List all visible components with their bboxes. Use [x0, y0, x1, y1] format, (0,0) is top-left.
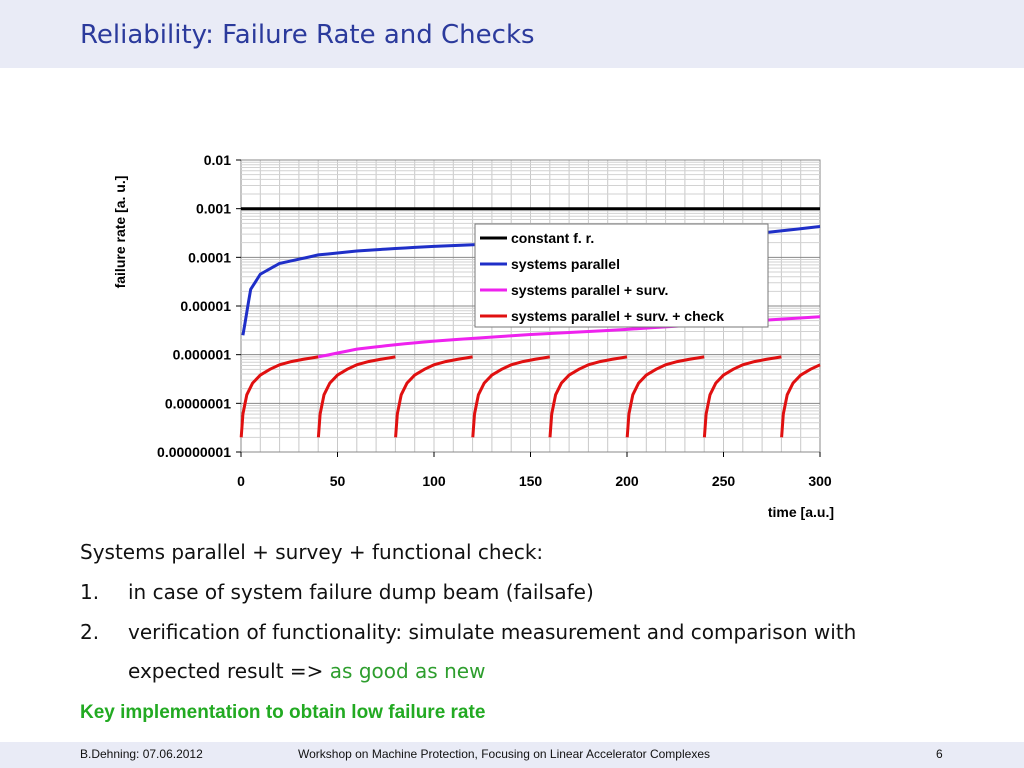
intro-text: Systems parallel + survey + functional c…: [80, 540, 544, 564]
title-bar: [0, 0, 1024, 68]
legend-label: systems parallel + surv. + check: [511, 308, 724, 324]
y-tick-label: 0.000001: [173, 347, 232, 363]
x-tick-label: 300: [808, 473, 832, 489]
as-good-as-new-highlight: as good as new: [329, 659, 486, 683]
item-1-number: 1.: [80, 580, 100, 604]
y-tick-label: 0.00001: [180, 298, 231, 314]
y-tick-label: 0.00000001: [157, 444, 231, 460]
legend-label: systems parallel: [511, 256, 620, 272]
footer-workshop: Workshop on Machine Protection, Focusing…: [298, 747, 710, 761]
series-check-sawtooth-segment: [316, 355, 396, 438]
series-check-sawtooth-segment: [239, 355, 319, 438]
x-axis-label: time [a.u.]: [768, 504, 834, 520]
key-statement: Key implementation to obtain low failure…: [80, 702, 486, 723]
x-tick-label: 250: [712, 473, 736, 489]
series-check-sawtooth-segment: [780, 363, 821, 438]
item-1-text: in case of system failure dump beam (fai…: [128, 580, 594, 604]
y-axis-label: failure rate [a. u.]: [112, 176, 128, 289]
footer-author-date: B.Dehning: 07.06.2012: [80, 747, 203, 761]
x-tick-label: 100: [422, 473, 446, 489]
page-number: 6: [936, 747, 943, 761]
series-check-sawtooth-segment: [471, 355, 551, 438]
x-tick-label: 150: [519, 473, 543, 489]
y-tick-label: 0.01: [204, 152, 231, 168]
series-check-sawtooth-segment: [394, 355, 473, 438]
legend-label: systems parallel + surv.: [511, 282, 668, 298]
series-check-sawtooth-segment: [625, 355, 705, 438]
failure-rate-chart: 0.01 0.001 0.0001 0.00001 0.000001 0.0000001 0…: [112, 152, 834, 520]
y-tick-label: 0.001: [196, 201, 231, 217]
series-check-sawtooth-segment: [548, 355, 628, 438]
footer-bar: [0, 742, 1024, 768]
y-tick-label: 0.0000001: [165, 395, 231, 411]
legend-box: [474, 223, 769, 328]
y-tick-label: 0.0001: [188, 249, 231, 265]
x-tick-label: 200: [615, 473, 639, 489]
item-2-text2: expected result =>: [128, 659, 330, 683]
item-2-number: 2.: [80, 620, 100, 644]
x-tick-label: 50: [330, 473, 346, 489]
x-tick-label: 0: [237, 473, 245, 489]
slide-title: Reliability: Failure Rate and Checks: [80, 20, 535, 50]
series-check-sawtooth-segment: [702, 355, 782, 438]
legend-label: constant f. r.: [511, 230, 594, 246]
item-2-continuation: expected result => as good as new: [128, 659, 485, 683]
item-2-text: verification of functionality: simulate …: [128, 620, 857, 644]
